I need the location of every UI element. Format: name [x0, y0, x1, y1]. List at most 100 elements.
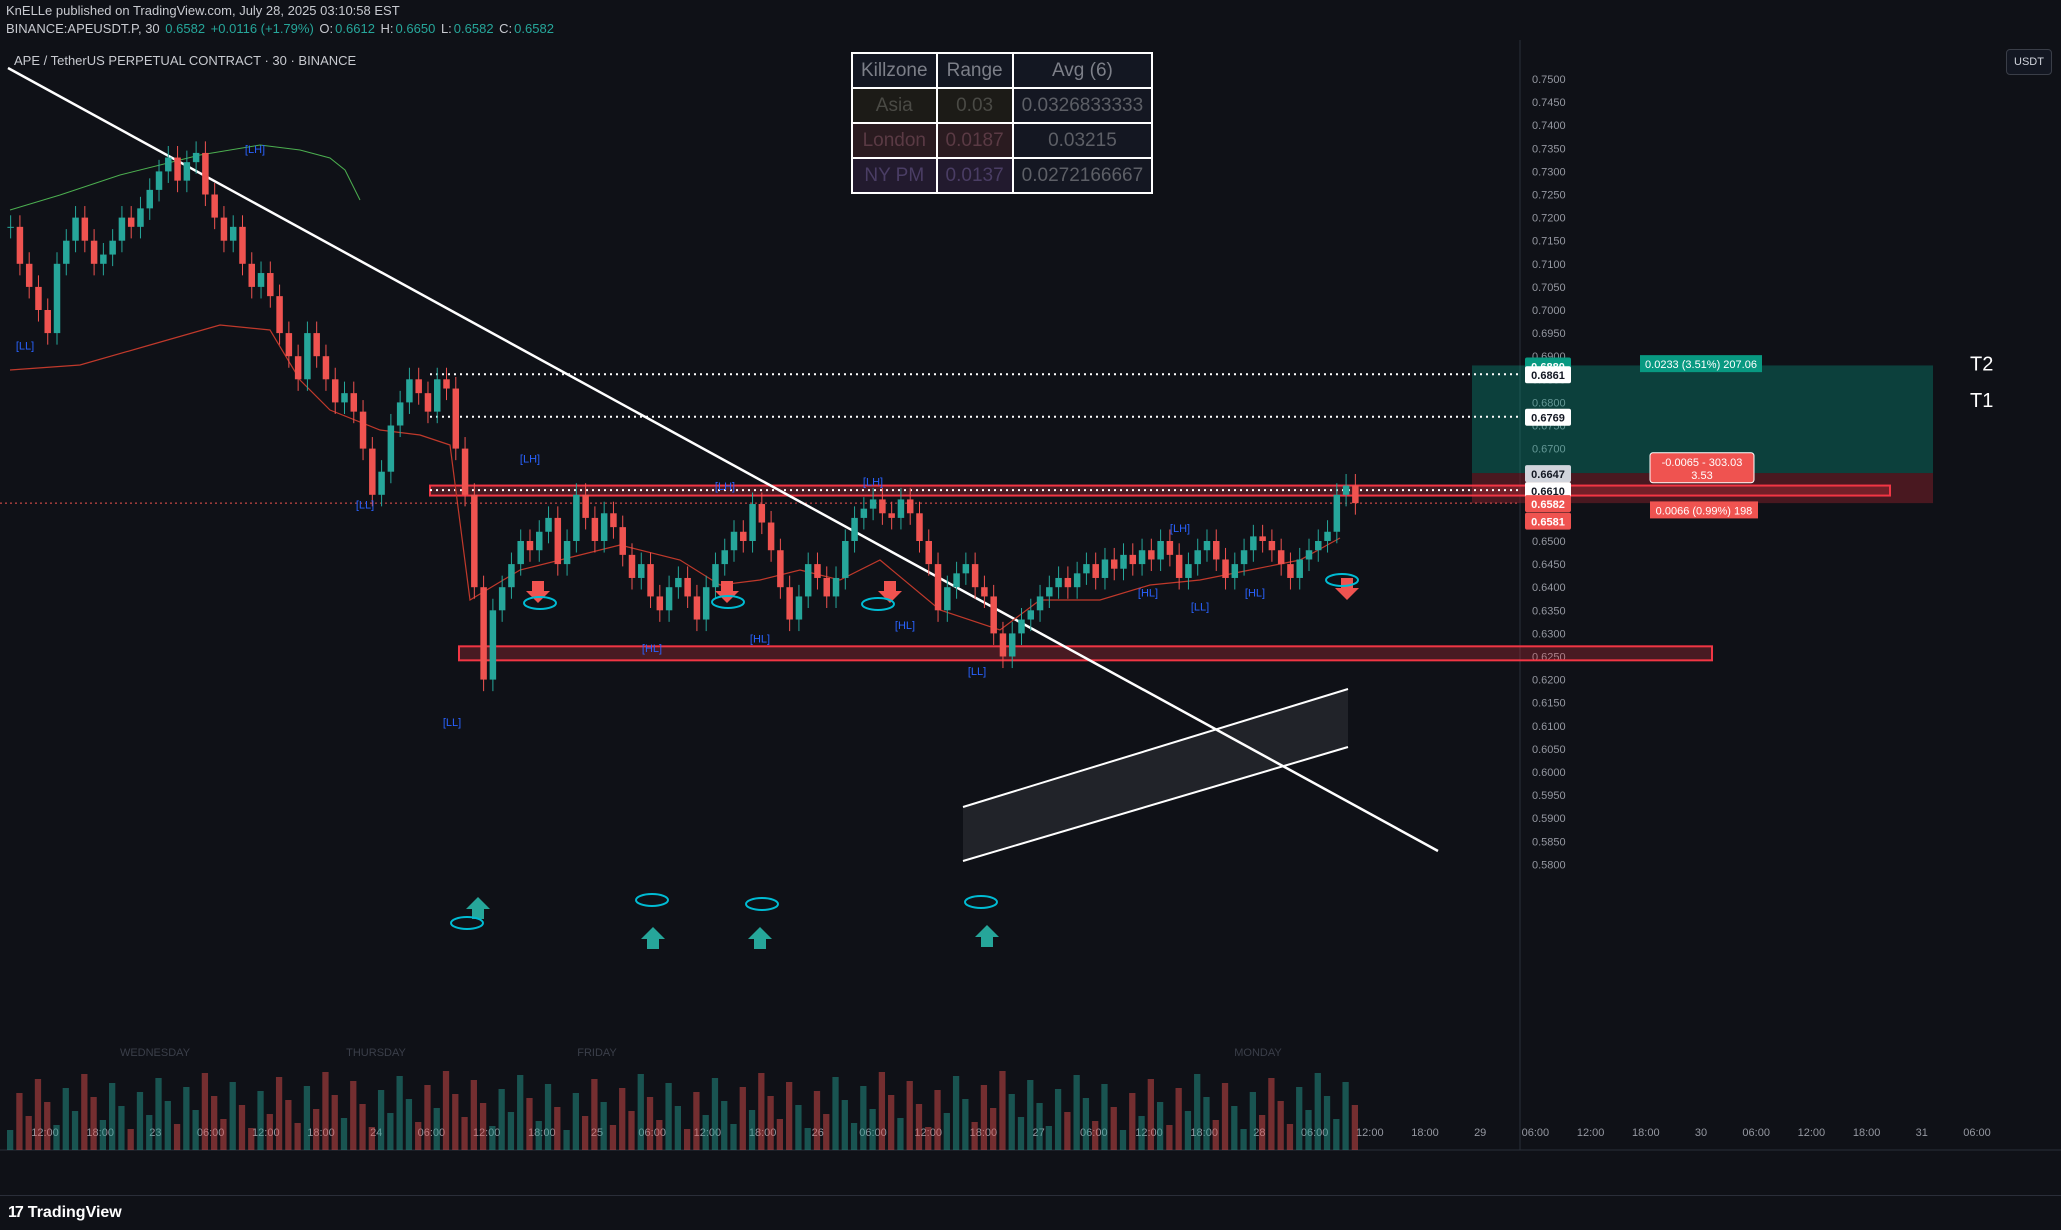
time-tick-label: 23 [149, 1127, 161, 1139]
time-tick-label: 18:00 [86, 1127, 114, 1139]
support-zone [458, 645, 1713, 662]
volume-bar [433, 1108, 440, 1150]
volume-bar [164, 1101, 171, 1150]
candle-body [480, 587, 487, 680]
time-tick-label: 12:00 [1135, 1127, 1163, 1139]
structure-label: [HL] [1138, 587, 1158, 599]
volume-bar [1351, 1105, 1358, 1150]
volume-bar [1323, 1096, 1331, 1150]
candle-body [610, 513, 617, 528]
published-info: KnELLe published on TradingView.com, Jul… [6, 3, 400, 18]
time-tick-label: 30 [1695, 1127, 1707, 1139]
close-value: 0.6582 [514, 21, 554, 36]
killzone-table: Killzone Range Avg (6) Asia 0.03 0.03268… [851, 52, 1154, 194]
close-label: C: [499, 21, 513, 36]
volume-bar [7, 1130, 14, 1150]
volume-bar [173, 1124, 181, 1150]
candle-body [396, 402, 404, 426]
volume-bar [1296, 1087, 1303, 1150]
candle-body [369, 448, 376, 495]
volume-bar [563, 1130, 570, 1150]
price-tick-label: 0.7350 [1532, 143, 1566, 155]
candle-body [582, 494, 589, 518]
time-tick-label: 12:00 [473, 1127, 501, 1139]
structure-label: [LL] [443, 717, 461, 729]
candle-body [35, 286, 42, 310]
candle-body [127, 217, 135, 227]
volume-bar [424, 1085, 431, 1150]
candle-body [814, 564, 821, 578]
candle-body [749, 504, 756, 541]
candle-body [53, 263, 61, 334]
resistance-zone-fill [430, 485, 1890, 496]
price-tick-label: 0.7500 [1532, 74, 1566, 86]
killzone-london: London [851, 122, 938, 159]
target-label-t1: T1 [1970, 390, 1993, 412]
volume-bar [544, 1084, 552, 1150]
price-tick-label: 0.5850 [1532, 836, 1566, 848]
low-value: 0.6582 [453, 21, 494, 36]
volume-bar [646, 1097, 654, 1150]
up-arrow-icon [748, 927, 772, 949]
candle-body [860, 508, 868, 518]
volume-bar [535, 1121, 542, 1150]
candle-body [842, 541, 849, 578]
volume-bar [906, 1081, 913, 1150]
candle-body [869, 499, 877, 509]
candle-body [777, 550, 784, 588]
volume-bar [767, 1096, 774, 1150]
candle-body [1027, 610, 1035, 620]
loss-label-bg [1650, 501, 1758, 519]
volume-bar [999, 1071, 1006, 1150]
candle-body [508, 564, 515, 588]
candle-body [953, 573, 960, 588]
price-tick-label: 0.6350 [1532, 605, 1566, 617]
candle-body [1046, 587, 1053, 597]
avg-header: Avg (6) [1011, 52, 1154, 89]
candle-body [165, 157, 172, 172]
volume-bar [183, 1087, 190, 1150]
volume-bar [581, 1116, 589, 1150]
volume-bar [795, 1105, 802, 1150]
volume-bar [1249, 1092, 1256, 1150]
candle-body [1222, 559, 1229, 578]
currency-button[interactable]: USDT [2006, 49, 2052, 75]
candle-body [656, 596, 664, 611]
candle-body [257, 273, 265, 287]
marker-circle-icon [450, 916, 484, 930]
price-tick-label: 0.7250 [1532, 190, 1566, 202]
volume-bar [1231, 1106, 1238, 1150]
time-tick-label: 18:00 [307, 1127, 335, 1139]
candle-body [155, 171, 163, 190]
symbol-legend[interactable]: APE / TetherUS PERPETUAL CONTRACT · 30 ·… [14, 53, 357, 68]
tradingview-logo[interactable]: 17 TradingView [8, 1204, 122, 1222]
price-chart[interactable]: 0.7500 0.7450 0.7400 0.7350 0.7300 0.7250 0.72… [0, 40, 2061, 1195]
candle-body [220, 217, 228, 241]
candle-body [1166, 541, 1174, 555]
price-tick-label: 0.6700 [1532, 444, 1566, 456]
candle-body [702, 587, 710, 620]
volume-bar [1064, 1112, 1071, 1150]
volume-bar [1342, 1082, 1349, 1150]
volume-bar [313, 1109, 320, 1150]
volume-bar [1082, 1098, 1090, 1150]
candle-body [730, 531, 738, 551]
time-tick-label: 06:00 [418, 1127, 446, 1139]
candle-body [1315, 541, 1322, 551]
open-value: 0.6612 [335, 21, 375, 36]
ema-red-line [9, 324, 1341, 631]
high-label: H: [380, 21, 394, 36]
price-tick-label: 0.6400 [1532, 582, 1566, 594]
down-arrow-icon [878, 581, 902, 603]
time-tick-label: 25 [591, 1127, 603, 1139]
price-tick-label: 0.6000 [1532, 767, 1566, 779]
support-zone-fill [459, 646, 1712, 661]
volume-bar [1147, 1079, 1154, 1150]
candle-body [554, 517, 562, 565]
candle-body [1138, 550, 1146, 565]
time-tick-label: 31 [1916, 1127, 1928, 1139]
volume-bar [1268, 1078, 1275, 1150]
publish-header: KnELLe published on TradingView.com, Jul… [0, 0, 2061, 40]
volume-bar [1138, 1116, 1145, 1150]
time-tick-label: 06:00 [1522, 1127, 1550, 1139]
